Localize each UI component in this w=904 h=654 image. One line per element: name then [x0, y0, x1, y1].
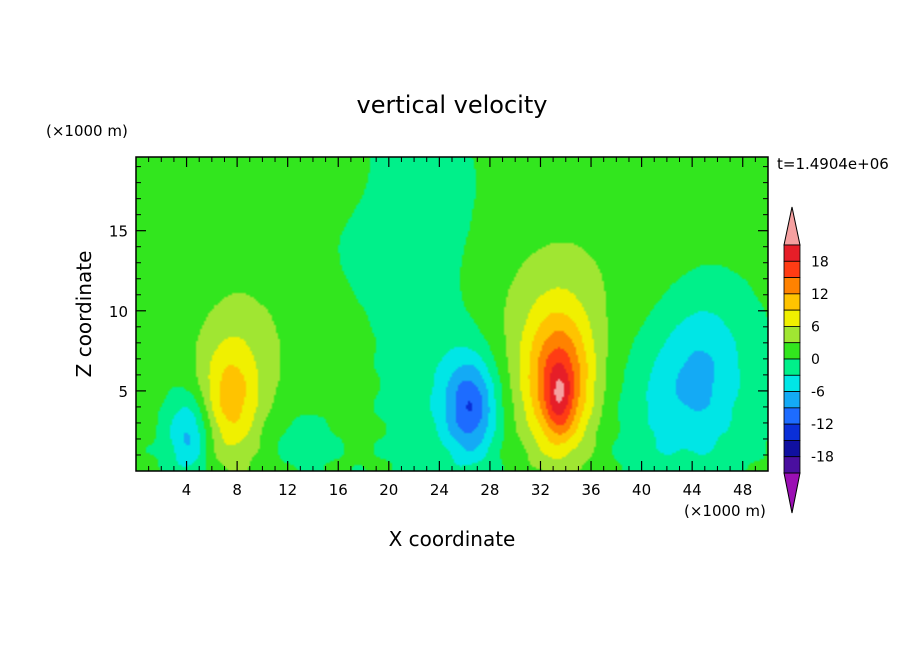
colorbar-bin [783, 293, 801, 311]
colorbar-bin [783, 456, 801, 474]
colorbar-bin [783, 277, 801, 295]
velocity-field [136, 157, 768, 471]
colorbar-tick-label: -18 [811, 450, 834, 466]
plot-area [135, 156, 769, 472]
colorbar-bin [783, 423, 801, 441]
x-tick-label: 36 [581, 481, 600, 499]
colorbar-extend-high [783, 206, 801, 246]
y-axis-ticks: 5 10 15 [109, 166, 768, 456]
colorbar-bin [783, 342, 801, 360]
colorbar-tick-label: -12 [811, 417, 834, 433]
x-tick-label: 40 [632, 481, 651, 499]
colorbar-bin [783, 260, 801, 278]
colorbar-bin [783, 407, 801, 425]
x-tick-label: 16 [329, 481, 348, 499]
x-tick-label: 8 [232, 481, 242, 499]
colorbar-tick-label: 6 [811, 319, 820, 335]
colorbar-tick-label: 0 [811, 352, 820, 368]
colorbar-bin [783, 391, 801, 409]
y-tick-label: 5 [118, 383, 128, 401]
x-tick-label: 4 [182, 481, 192, 499]
colorbar-tick-label: 18 [811, 254, 829, 270]
x-tick-label: 32 [531, 481, 550, 499]
x-tick-label: 28 [480, 481, 499, 499]
x-axis-unit: (×1000 m) [684, 502, 766, 520]
colorbar-bin [783, 309, 801, 327]
colorbar-bin [783, 374, 801, 392]
x-tick-label: 12 [278, 481, 297, 499]
colorbar-tick-label: 12 [811, 287, 829, 303]
x-tick-label: 24 [430, 481, 449, 499]
y-tick-label: 10 [109, 303, 128, 321]
x-tick-label: 48 [733, 481, 752, 499]
y-axis-label: Z coordinate [72, 251, 96, 378]
colorbar-bin [783, 358, 801, 376]
time-label: t=1.4904e+06 [777, 155, 889, 173]
colorbar: 18 12 6 0 -6 -12 -18 [783, 206, 834, 514]
x-tick-label: 44 [683, 481, 702, 499]
y-tick-label: 15 [109, 223, 128, 241]
chart-title: vertical velocity [357, 91, 548, 119]
y-axis-unit: (×1000 m) [46, 122, 128, 140]
x-tick-label: 20 [379, 481, 398, 499]
x-axis-ticks: 4 8 12 16 20 24 28 32 36 40 44 48 [148, 157, 756, 499]
colorbar-bin [783, 440, 801, 458]
colorbar-tick-label: -6 [811, 385, 825, 401]
x-axis-label: X coordinate [389, 527, 516, 551]
colorbar-bin [783, 244, 801, 262]
colorbar-bin [783, 326, 801, 344]
colorbar-extend-low [783, 472, 801, 514]
